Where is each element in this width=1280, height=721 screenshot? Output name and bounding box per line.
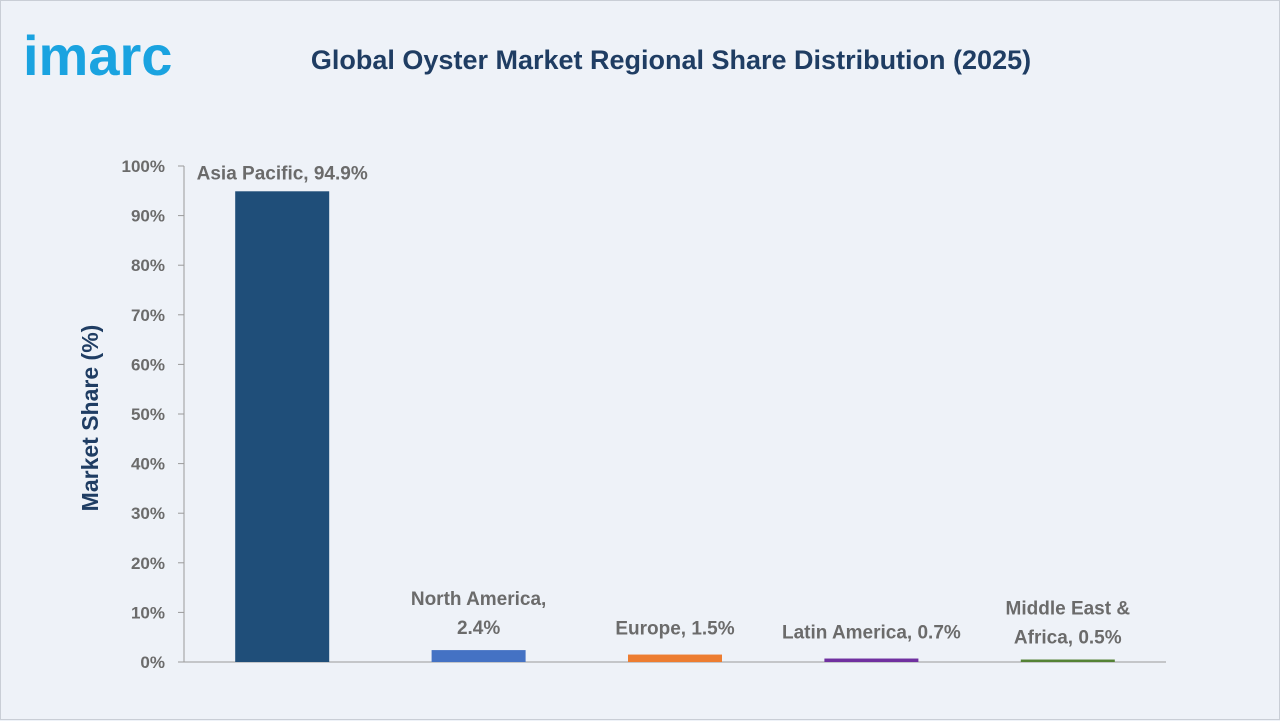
bar-asia-pacific bbox=[235, 191, 330, 662]
y-tick-label: 80% bbox=[131, 256, 165, 275]
y-tick-label: 100% bbox=[122, 157, 165, 176]
bar-north-america bbox=[431, 650, 526, 662]
data-label: Europe, 1.5% bbox=[615, 619, 734, 640]
y-tick-label: 0% bbox=[140, 653, 165, 672]
data-label: Asia Pacific, 94.9% bbox=[197, 163, 368, 184]
chart-title: Global Oyster Market Regional Share Dist… bbox=[310, 45, 1032, 75]
y-tick-label: 60% bbox=[131, 355, 165, 374]
bar-middle-east-africa bbox=[1020, 659, 1115, 662]
data-label: 2.4% bbox=[457, 618, 500, 639]
bar-europe bbox=[628, 654, 722, 662]
y-tick-label: 70% bbox=[131, 306, 165, 325]
y-tick-label: 50% bbox=[131, 405, 165, 424]
y-axis-title: Market Share (%) bbox=[77, 325, 103, 512]
imarc-logo: imarc bbox=[23, 24, 172, 87]
y-tick-label: 20% bbox=[131, 554, 165, 573]
data-label: Middle East & bbox=[1006, 599, 1131, 620]
logo-text: imarc bbox=[23, 24, 172, 87]
bar-latin-america bbox=[824, 658, 919, 662]
y-tick-label: 10% bbox=[131, 603, 165, 622]
data-label: Africa, 0.5% bbox=[1014, 628, 1122, 649]
y-tick-label: 30% bbox=[131, 504, 165, 523]
y-tick-label: 90% bbox=[131, 207, 165, 226]
data-label: North America, bbox=[411, 589, 547, 610]
data-label: Latin America, 0.7% bbox=[782, 623, 961, 644]
y-tick-label: 40% bbox=[131, 455, 165, 474]
